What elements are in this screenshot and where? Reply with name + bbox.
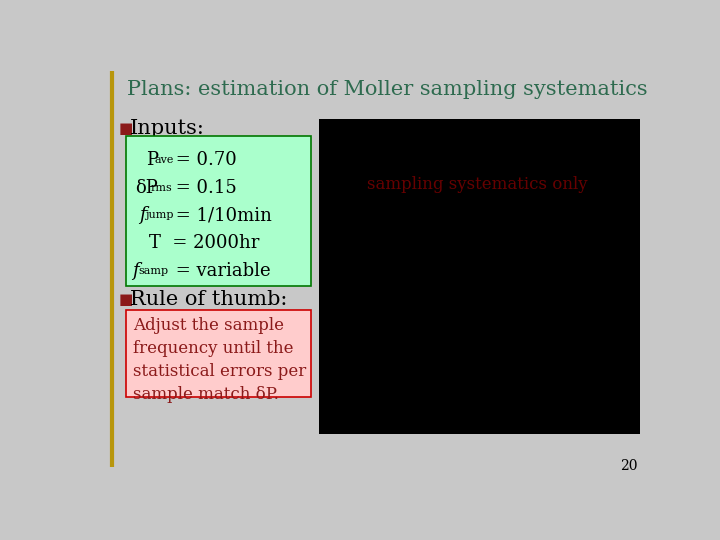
Text: 20: 20 (620, 459, 637, 473)
Text: f: f (132, 262, 138, 280)
Text: f: f (139, 206, 145, 225)
Text: δP: δP (135, 179, 158, 197)
Text: = 0.15: = 0.15 (170, 179, 237, 197)
FancyBboxPatch shape (126, 137, 311, 286)
Text: Plans: estimation of Moller sampling systematics: Plans: estimation of Moller sampling sys… (127, 80, 648, 99)
Text: jump: jump (145, 211, 174, 220)
Text: ave: ave (154, 155, 174, 165)
Text: Rule of thumb:: Rule of thumb: (130, 290, 288, 309)
Text: Inputs:: Inputs: (130, 119, 205, 138)
Text: ■: ■ (119, 121, 133, 136)
Text: P: P (145, 151, 158, 169)
Text: = variable: = variable (170, 262, 271, 280)
Text: = 0.70: = 0.70 (170, 151, 237, 169)
FancyBboxPatch shape (126, 309, 311, 397)
Text: ■: ■ (119, 292, 133, 307)
Text: rms: rms (150, 183, 172, 193)
Text: samp: samp (138, 266, 168, 276)
Text: T  = 2000hr: T = 2000hr (149, 234, 259, 252)
Text: sampling systematics only: sampling systematics only (367, 176, 588, 193)
FancyBboxPatch shape (319, 119, 640, 434)
Text: Adjust the sample
frequency until the
statistical errors per
sample match δP.: Adjust the sample frequency until the st… (133, 318, 307, 403)
Text: = 1/10min: = 1/10min (170, 206, 271, 225)
